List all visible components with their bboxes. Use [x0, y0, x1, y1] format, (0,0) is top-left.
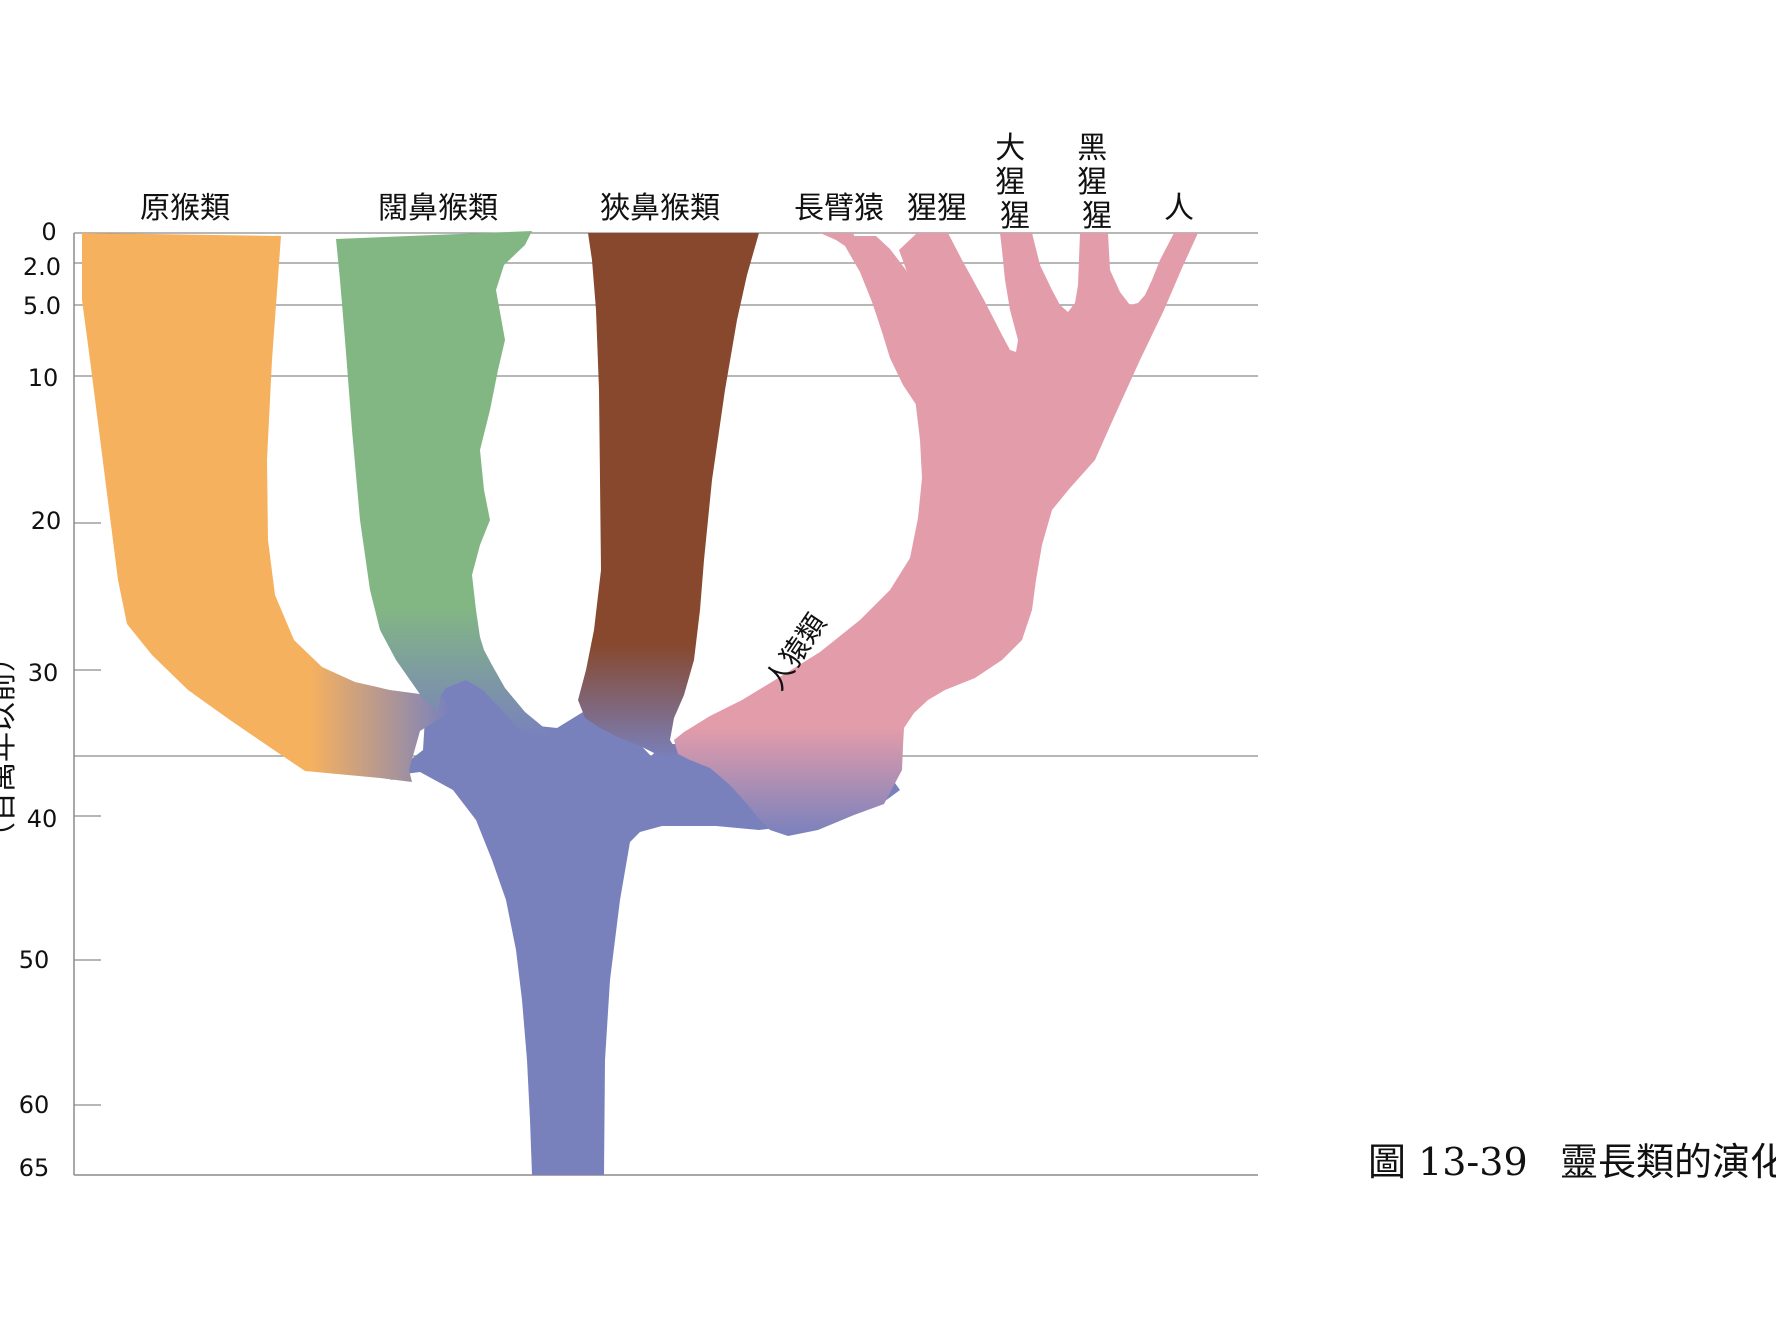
chimpanzee-label: 黑 猩 猩	[1077, 131, 1117, 234]
tick-label-5-0: 5.0	[23, 292, 61, 320]
hominoid-branch-detail	[830, 236, 990, 448]
tick-label-2-0: 2.0	[23, 253, 61, 281]
vertical-clade-labels: 大 猩 猩 黑 猩 猩	[995, 131, 1117, 234]
tick-label-30: 30	[28, 659, 59, 687]
chimpanzee-char-1: 黑	[1077, 131, 1107, 166]
caption-figure-number: 圖 13-39	[1368, 1140, 1528, 1184]
gorilla-char-3: 猩	[1000, 199, 1030, 234]
tick-labels: 0 2.0 5.0 10 20 30 40 50 60 65	[19, 218, 62, 1182]
axis-title: （百萬年以前）	[0, 642, 20, 852]
tick-label-0: 0	[41, 218, 56, 246]
prosimian-branch	[82, 233, 450, 782]
gorilla-char-2: 猩	[995, 165, 1025, 200]
figure-caption: 圖 13-39 靈長類的演化	[1368, 1140, 1776, 1184]
chimpanzee-char-2: 猩	[1077, 165, 1107, 200]
human-label: 人	[1164, 191, 1194, 226]
gorilla-char-1: 大	[995, 131, 1025, 166]
clade-labels: 原猴類 闊鼻猴類 狹鼻猴類 長臂猿 猩猩 人	[140, 191, 1194, 226]
platyrrhines-label: 闊鼻猴類	[378, 191, 498, 226]
gibbon-label: 長臂猿	[794, 191, 884, 226]
caption-title: 靈長類的演化	[1560, 1140, 1776, 1184]
orangutan-label: 猩猩	[907, 191, 967, 226]
chimpanzee-char-3: 猩	[1082, 199, 1112, 234]
platyrrhine-branch	[336, 231, 552, 738]
hominoid-branch	[674, 233, 1198, 836]
catarrhine-branch	[578, 233, 759, 760]
catarrhines-label: 狹鼻猴類	[600, 191, 720, 226]
gorilla-label: 大 猩 猩	[995, 131, 1035, 234]
prosimians-label: 原猴類	[140, 191, 230, 226]
tick-label-10: 10	[28, 364, 59, 392]
tick-label-20: 20	[31, 507, 62, 535]
tick-label-60: 60	[19, 1091, 50, 1119]
tick-label-65: 65	[19, 1154, 50, 1182]
tick-label-40: 40	[27, 805, 58, 833]
tick-label-50: 50	[19, 946, 50, 974]
